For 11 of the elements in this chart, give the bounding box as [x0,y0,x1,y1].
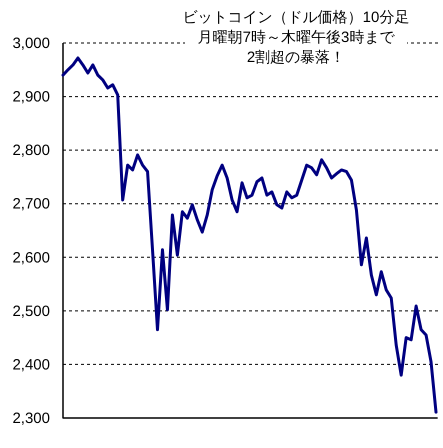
y-tick-label: 3,000 [12,35,50,52]
y-tick-label: 2,800 [12,142,50,160]
chart-subtitle: 月曜朝7時～木曜午後3時まで [198,29,396,46]
chart-title: ビットコイン（ドル価格）10分足 [182,9,410,26]
annotation: 2割超の暴落！ [246,49,346,66]
y-tick-label: 2,500 [12,302,50,320]
y-tick-label: 2,400 [12,356,50,374]
y-tick-label: 2,900 [12,88,50,106]
y-tick-label: 2,600 [12,249,50,266]
y-tick-label: 2,700 [12,196,50,213]
y-tick-label: 2,300 [12,410,50,427]
